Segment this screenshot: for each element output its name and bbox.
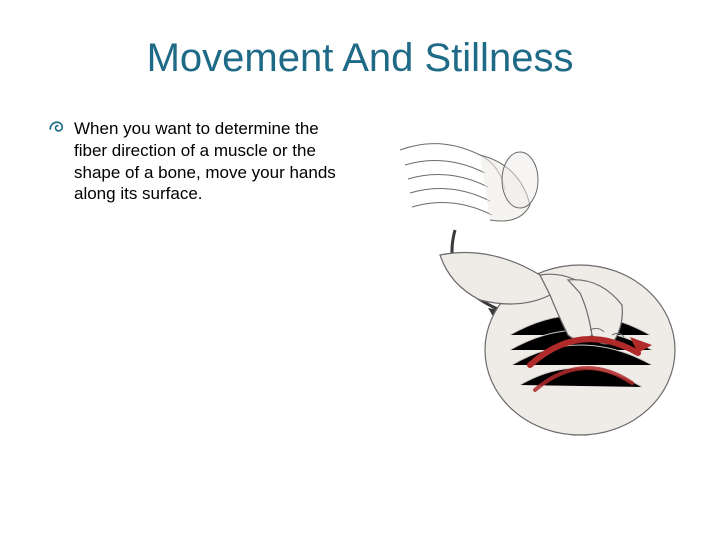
anatomy-illustration [370,135,690,455]
slide-title: Movement And Stillness [0,36,720,81]
body-block: When you want to determine the fiber dir… [48,118,348,205]
bullet-text: When you want to determine the fiber dir… [74,118,348,205]
inset-ribcage-icon [400,144,538,221]
bullet-item: When you want to determine the fiber dir… [48,118,348,205]
swirl-bullet-icon [48,120,66,138]
main-closeup-icon [440,253,675,436]
slide: Movement And Stillness When you want to … [0,0,720,540]
